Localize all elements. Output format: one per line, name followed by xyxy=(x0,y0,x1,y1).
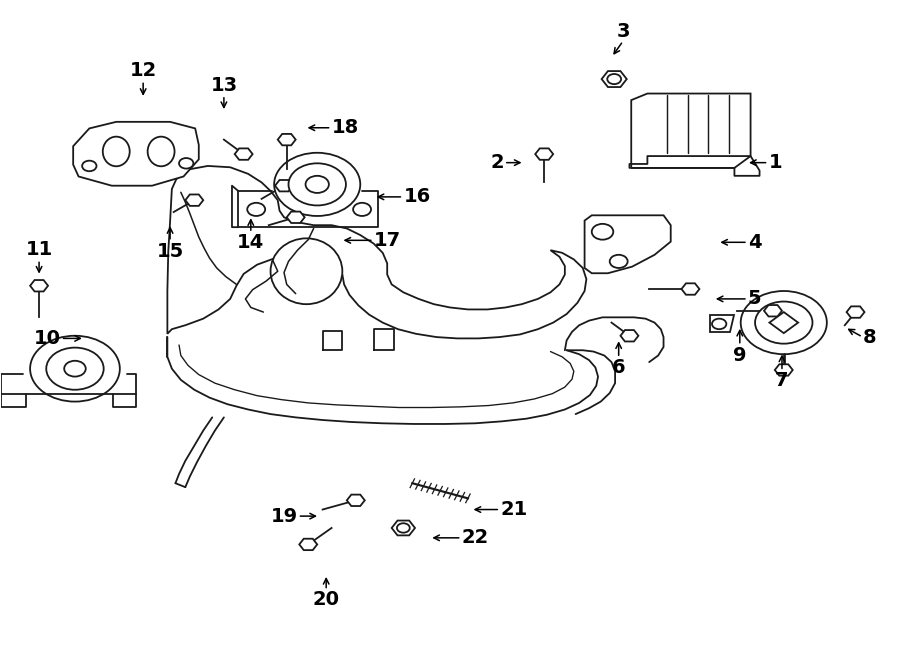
Circle shape xyxy=(64,361,86,377)
Text: 17: 17 xyxy=(374,231,400,250)
Polygon shape xyxy=(775,364,793,375)
Polygon shape xyxy=(167,166,587,338)
Text: 4: 4 xyxy=(748,233,761,252)
Text: 22: 22 xyxy=(462,528,489,547)
Circle shape xyxy=(353,203,371,216)
Ellipse shape xyxy=(148,137,175,167)
Text: 9: 9 xyxy=(734,346,747,365)
Polygon shape xyxy=(681,284,699,295)
Text: 13: 13 xyxy=(211,76,238,95)
Text: 10: 10 xyxy=(33,329,60,348)
Polygon shape xyxy=(235,149,253,160)
Polygon shape xyxy=(585,215,670,273)
Circle shape xyxy=(82,161,96,171)
Ellipse shape xyxy=(271,239,342,304)
Polygon shape xyxy=(275,180,293,192)
Polygon shape xyxy=(185,194,203,206)
Circle shape xyxy=(741,291,827,354)
Text: 8: 8 xyxy=(863,328,877,346)
Text: 19: 19 xyxy=(270,506,298,525)
Polygon shape xyxy=(770,312,798,333)
Circle shape xyxy=(755,301,813,344)
Text: 15: 15 xyxy=(157,242,184,260)
Circle shape xyxy=(397,524,410,533)
Text: 7: 7 xyxy=(775,371,788,390)
Ellipse shape xyxy=(103,137,130,167)
Polygon shape xyxy=(73,122,199,186)
Circle shape xyxy=(592,224,613,240)
Text: 1: 1 xyxy=(769,153,782,172)
Circle shape xyxy=(608,74,621,84)
Text: 6: 6 xyxy=(612,358,625,377)
Polygon shape xyxy=(631,94,751,168)
Polygon shape xyxy=(601,71,626,87)
Polygon shape xyxy=(346,494,364,506)
Text: 12: 12 xyxy=(130,61,157,81)
Circle shape xyxy=(30,336,120,402)
Text: 16: 16 xyxy=(403,187,430,206)
Circle shape xyxy=(609,254,627,268)
Polygon shape xyxy=(392,521,415,535)
Circle shape xyxy=(46,348,104,390)
Polygon shape xyxy=(30,280,48,292)
Circle shape xyxy=(179,158,194,169)
Polygon shape xyxy=(847,306,865,318)
Text: 11: 11 xyxy=(25,241,53,259)
Circle shape xyxy=(248,203,266,216)
Text: 5: 5 xyxy=(748,290,761,309)
Circle shape xyxy=(305,176,328,193)
Text: 3: 3 xyxy=(616,22,630,41)
Polygon shape xyxy=(620,330,638,342)
Circle shape xyxy=(289,163,346,206)
Polygon shape xyxy=(300,539,317,550)
Text: 21: 21 xyxy=(500,500,527,519)
Polygon shape xyxy=(710,315,734,332)
Text: 18: 18 xyxy=(331,118,359,137)
Text: 2: 2 xyxy=(491,153,504,172)
Text: 20: 20 xyxy=(312,590,339,609)
Text: 14: 14 xyxy=(238,233,265,252)
Circle shape xyxy=(274,153,360,216)
Polygon shape xyxy=(536,149,554,160)
Polygon shape xyxy=(287,212,304,223)
Polygon shape xyxy=(278,134,296,145)
Polygon shape xyxy=(764,305,782,317)
Circle shape xyxy=(712,319,726,329)
